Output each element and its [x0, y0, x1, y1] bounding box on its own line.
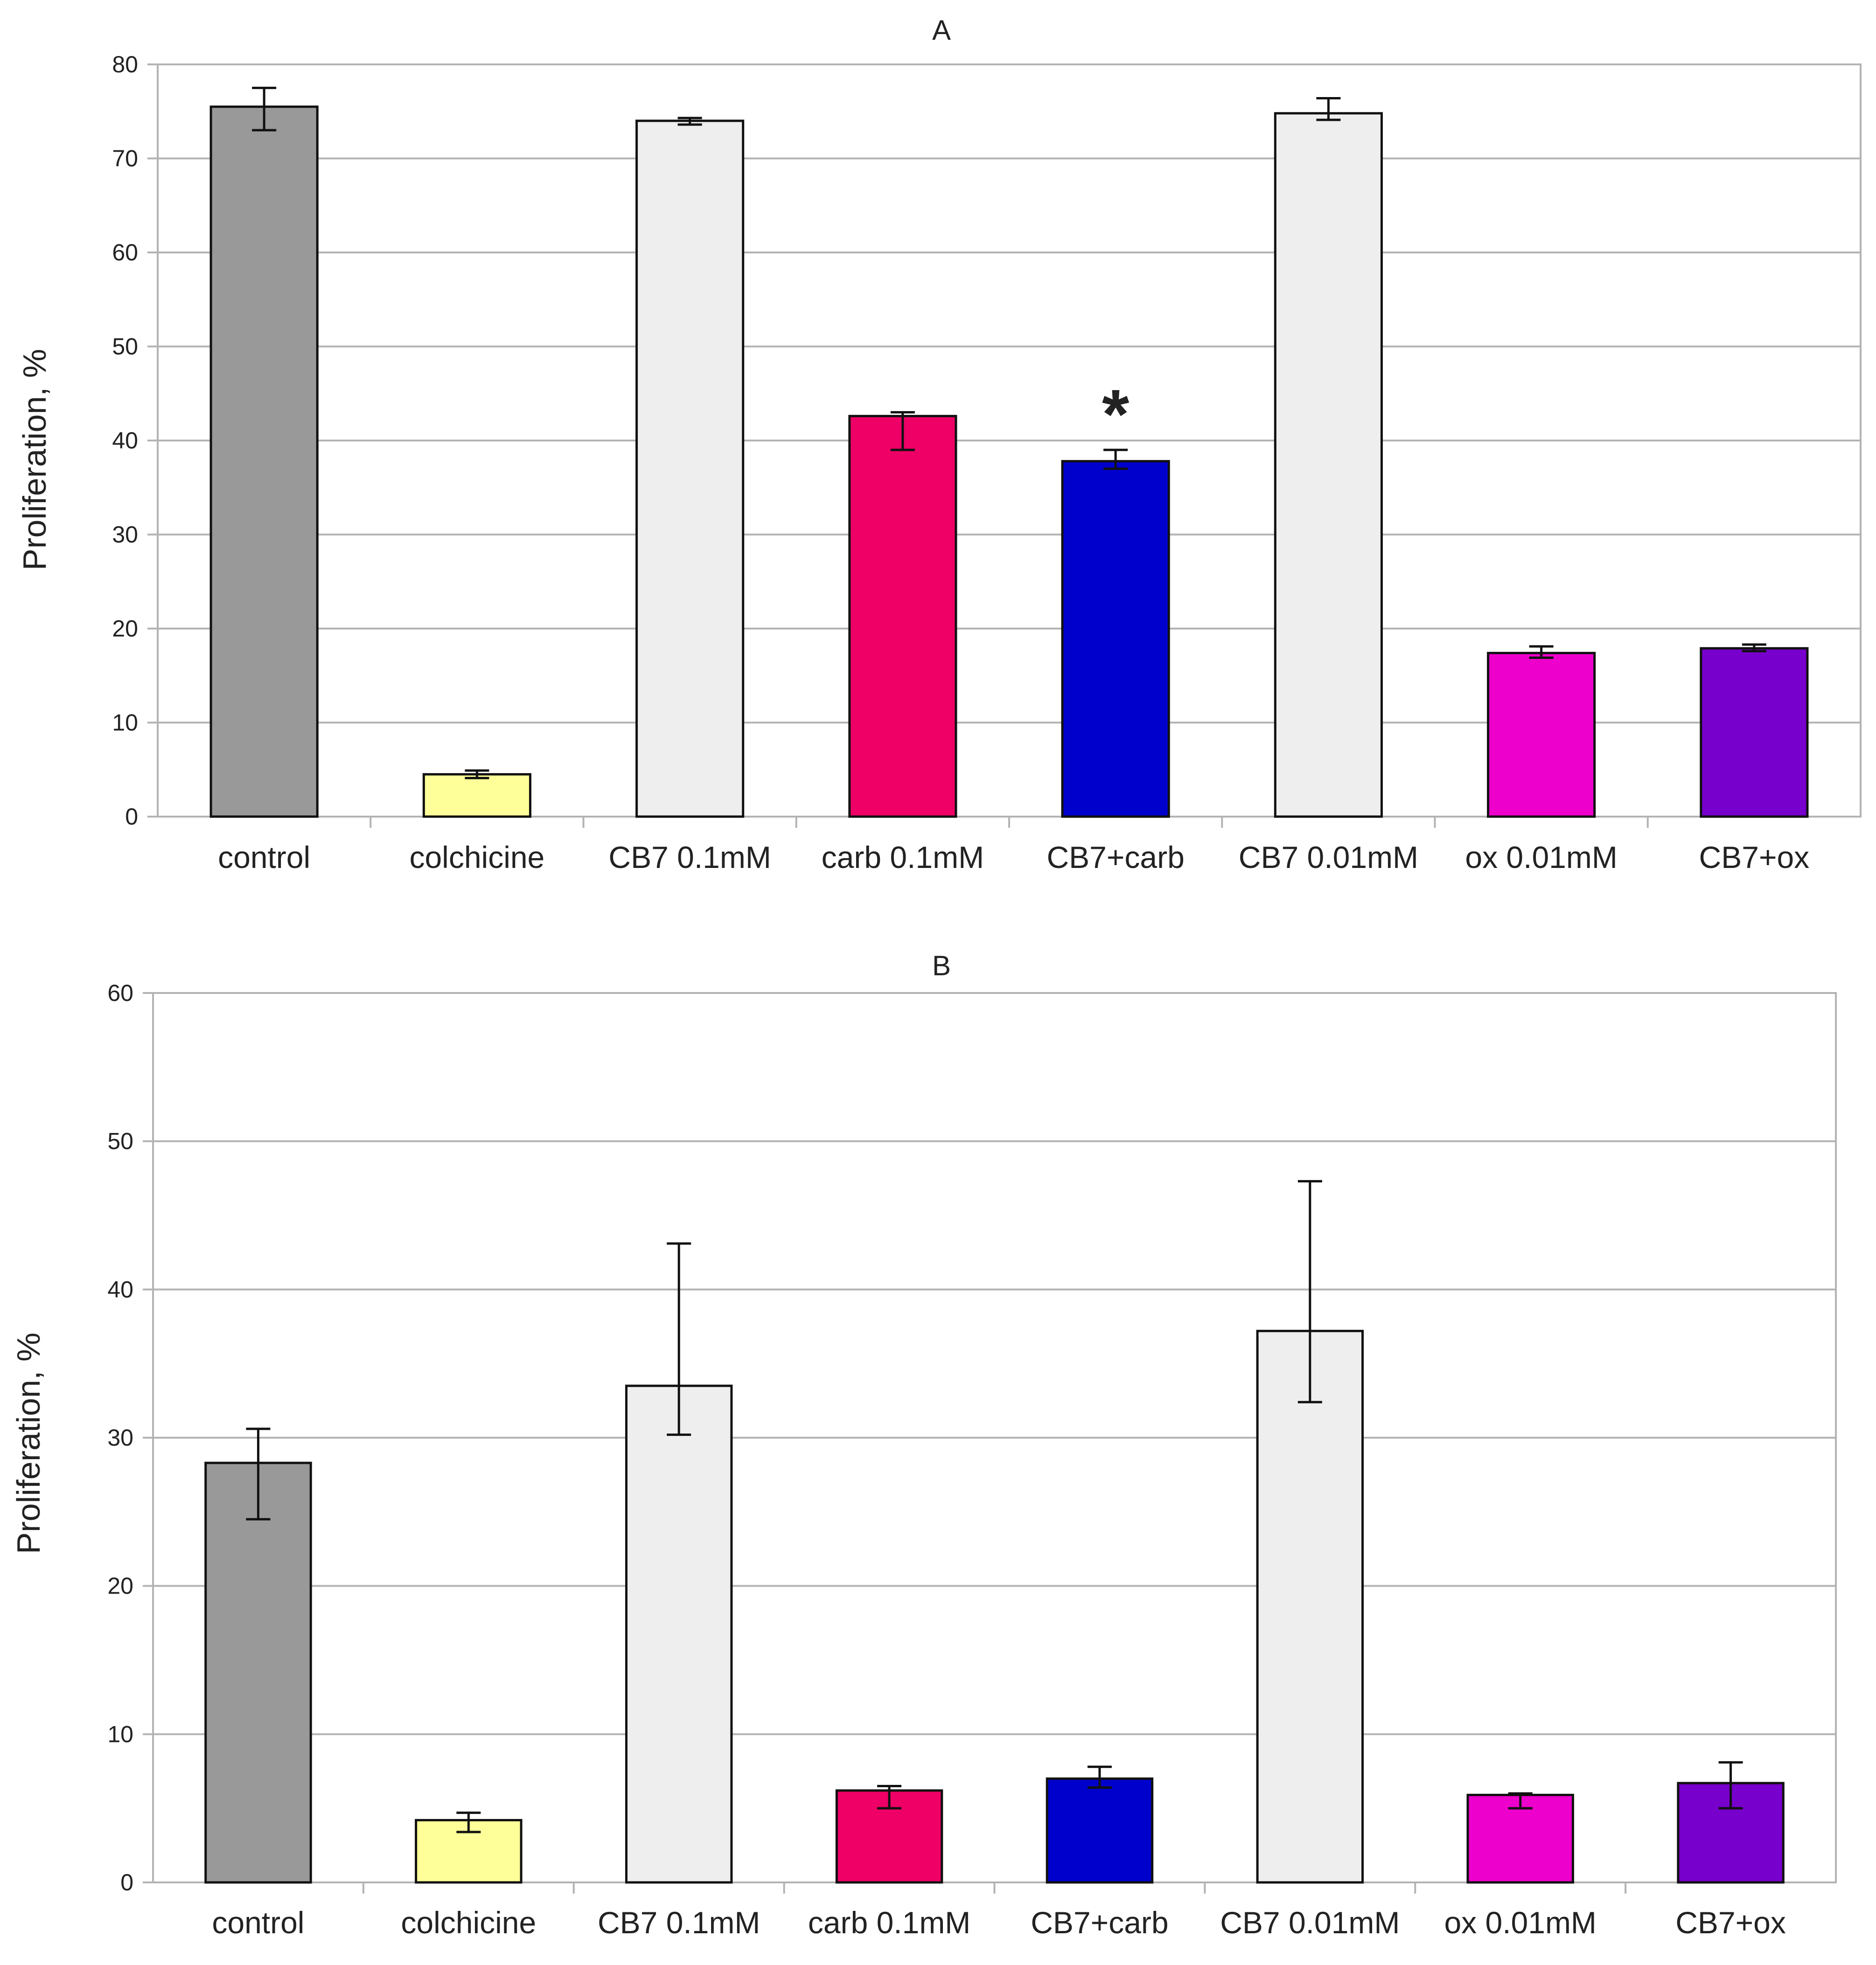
chart-title-a: A — [932, 14, 951, 46]
y-tick-label: 20 — [107, 1573, 133, 1599]
bar-b-6 — [1256, 1329, 1364, 1884]
chart-panel-b: B Proliferation, % 0 10 20 30 40 50 60 control… — [10, 950, 1837, 1940]
x-category-label: CB7+carb — [1031, 1905, 1168, 1940]
y-tick-label: 50 — [112, 334, 138, 360]
bar-b-3 — [625, 1385, 733, 1884]
y-tick-label: 10 — [112, 710, 138, 736]
bar-a-1 — [209, 105, 319, 818]
y-tick-label: 30 — [107, 1425, 133, 1451]
x-category-label: control — [212, 1905, 304, 1940]
bar-a-5 — [1061, 460, 1170, 818]
bar-a-7 — [1487, 651, 1596, 818]
x-category-label: control — [218, 840, 310, 874]
y-tick-label: 80 — [112, 51, 138, 77]
y-tick-label: 0 — [125, 804, 138, 830]
x-category-label: CB7 0.01mM — [1239, 840, 1418, 874]
x-category-label: ox 0.01mM — [1444, 1905, 1596, 1940]
y-tick-label: 10 — [107, 1721, 133, 1747]
y-tick-label: 0 — [120, 1869, 133, 1895]
bar-a-6 — [1274, 112, 1383, 818]
y-axis-label-b: Proliferation, % — [10, 1333, 47, 1554]
bar-a-4 — [848, 415, 957, 818]
x-category-label: CB7 0.1mM — [608, 840, 771, 874]
x-category-label: CB7+ox — [1675, 1905, 1786, 1940]
y-tick-label: 60 — [107, 980, 133, 1006]
bar-b-1 — [204, 1462, 312, 1884]
x-category-label: CB7+carb — [1046, 840, 1184, 874]
chart-panel-a: A Proliferation, % 0 10 20 30 40 50 60 70 80 con… — [16, 14, 1862, 874]
x-category-label: ox 0.01mM — [1465, 840, 1617, 874]
bar-b-7 — [1466, 1794, 1574, 1884]
significance-star: * — [1102, 375, 1130, 453]
y-tick-label: 20 — [112, 615, 138, 642]
y-tick-label: 40 — [107, 1276, 133, 1302]
bar-a-2 — [422, 773, 531, 818]
x-category-label: CB7+ox — [1699, 840, 1810, 874]
x-category-label: CB7 0.1mM — [598, 1905, 760, 1940]
x-category-label: carb 0.1mM — [808, 1905, 970, 1940]
x-category-label: colchicine — [401, 1905, 536, 1940]
bar-b-5 — [1046, 1777, 1154, 1884]
y-tick-label: 60 — [112, 239, 138, 266]
bar-a-8 — [1700, 647, 1809, 818]
y-tick-label: 50 — [107, 1128, 133, 1154]
y-tick-label: 30 — [112, 522, 138, 548]
x-category-label: colchicine — [409, 840, 544, 874]
x-category-label: CB7 0.01mM — [1220, 1905, 1400, 1940]
y-axis-label-a: Proliferation, % — [16, 349, 53, 571]
y-tick-label: 70 — [112, 146, 138, 172]
x-category-label: carb 0.1mM — [822, 840, 984, 874]
chart-title-b: B — [932, 950, 951, 981]
y-tick-label: 40 — [112, 427, 138, 454]
bar-a-3 — [635, 119, 745, 818]
